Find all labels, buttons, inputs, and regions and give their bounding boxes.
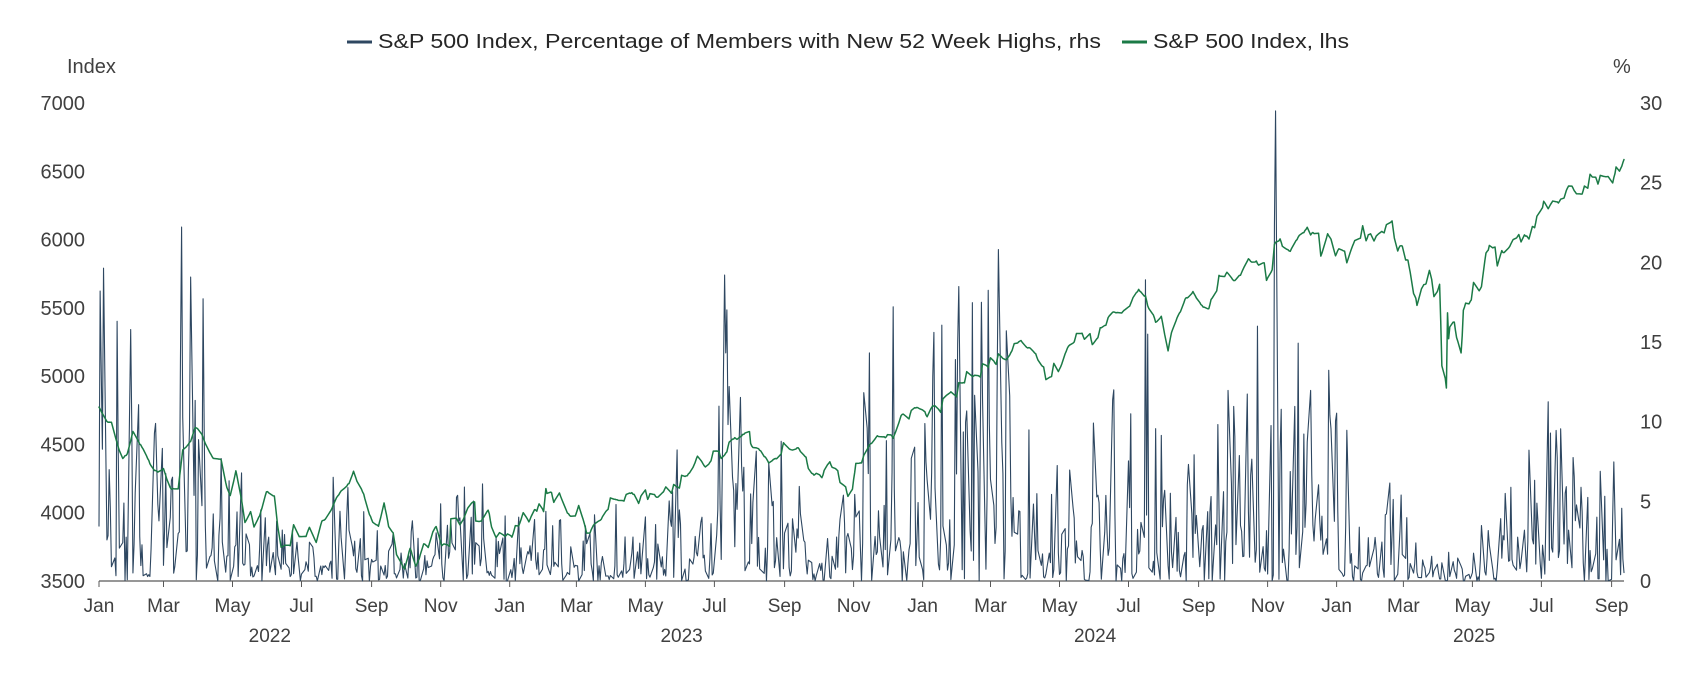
- svg-text:4500: 4500: [41, 434, 86, 456]
- svg-text:15: 15: [1640, 332, 1662, 354]
- svg-text:3500: 3500: [41, 571, 86, 593]
- svg-text:Nov: Nov: [424, 596, 458, 617]
- svg-text:5: 5: [1640, 491, 1651, 513]
- svg-text:0: 0: [1640, 571, 1651, 593]
- svg-text:May: May: [627, 596, 663, 617]
- svg-text:Mar: Mar: [147, 596, 180, 617]
- svg-text:%: %: [1613, 56, 1631, 78]
- svg-text:Mar: Mar: [1387, 596, 1420, 617]
- svg-text:2022: 2022: [249, 626, 291, 647]
- svg-text:May: May: [1454, 596, 1490, 617]
- svg-text:Sep: Sep: [768, 596, 802, 617]
- svg-text:Jul: Jul: [702, 596, 726, 617]
- svg-text:5000: 5000: [41, 366, 86, 388]
- svg-text:Nov: Nov: [1251, 596, 1285, 617]
- svg-text:25: 25: [1640, 173, 1662, 195]
- svg-text:Jul: Jul: [289, 596, 313, 617]
- svg-text:Mar: Mar: [974, 596, 1007, 617]
- svg-text:30: 30: [1640, 93, 1662, 115]
- svg-text:Jan: Jan: [84, 596, 115, 617]
- svg-text:2023: 2023: [660, 626, 702, 647]
- svg-text:Jan: Jan: [494, 596, 525, 617]
- svg-text:4000: 4000: [41, 503, 86, 525]
- svg-text:May: May: [215, 596, 251, 617]
- svg-text:May: May: [1042, 596, 1078, 617]
- svg-text:Sep: Sep: [355, 596, 389, 617]
- svg-text:S&P 500 Index, lhs: S&P 500 Index, lhs: [1153, 31, 1349, 53]
- svg-text:Jul: Jul: [1529, 596, 1553, 617]
- svg-text:20: 20: [1640, 252, 1662, 274]
- svg-text:2025: 2025: [1453, 626, 1495, 647]
- svg-text:10: 10: [1640, 412, 1662, 434]
- svg-text:Index: Index: [67, 56, 116, 78]
- svg-text:6500: 6500: [41, 161, 86, 183]
- svg-text:Jul: Jul: [1116, 596, 1140, 617]
- svg-text:Mar: Mar: [560, 596, 593, 617]
- svg-text:Sep: Sep: [1182, 596, 1216, 617]
- svg-text:S&P 500 Index, Percentage of M: S&P 500 Index, Percentage of Members wit…: [378, 31, 1101, 53]
- svg-text:Jan: Jan: [907, 596, 938, 617]
- svg-text:6000: 6000: [41, 230, 86, 252]
- svg-text:2024: 2024: [1074, 626, 1117, 647]
- svg-text:7000: 7000: [41, 93, 86, 115]
- svg-text:Sep: Sep: [1595, 596, 1629, 617]
- svg-text:Nov: Nov: [837, 596, 871, 617]
- svg-text:Jan: Jan: [1321, 596, 1352, 617]
- svg-text:5500: 5500: [41, 298, 86, 320]
